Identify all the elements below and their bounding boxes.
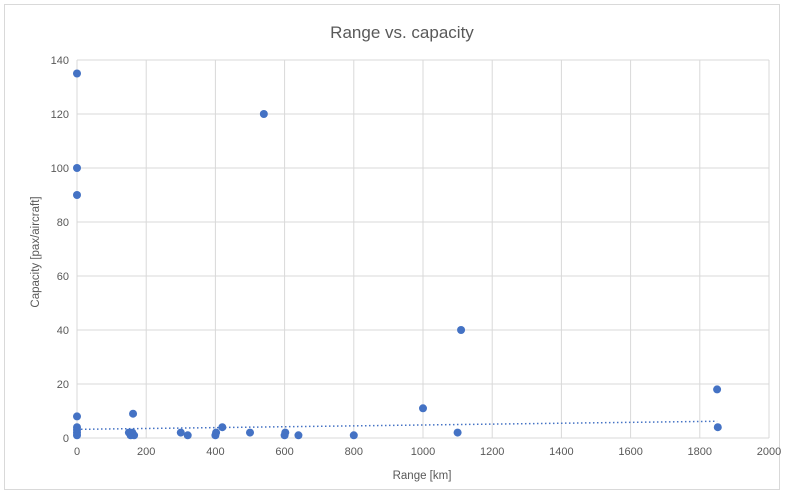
data-point xyxy=(713,423,722,432)
scatter-chart: Range vs. capacity 0 20 40 60 80 100 120 140 0 2… xyxy=(30,23,781,482)
data-point xyxy=(259,110,268,118)
y-tick-label: 100 xyxy=(51,163,69,175)
data-point xyxy=(73,69,81,78)
data-point xyxy=(453,428,462,437)
data-point xyxy=(183,431,192,440)
y-tick-label: 60 xyxy=(57,271,69,283)
chart-frame: Range vs. capacity 0 20 40 60 80 100 120 140 0 2… xyxy=(4,4,781,490)
gridlines xyxy=(76,59,770,439)
data-point xyxy=(212,428,221,437)
y-axis-title: Capacity [pax/aircraft] xyxy=(30,196,42,307)
x-tick-label: 400 xyxy=(206,446,224,458)
y-tick-label: 140 xyxy=(51,55,69,67)
x-tick-label: 1200 xyxy=(480,446,504,458)
data-point xyxy=(73,412,81,421)
data-point xyxy=(73,191,81,199)
data-point xyxy=(294,431,303,440)
data-point xyxy=(349,431,358,440)
data-point xyxy=(73,164,81,172)
data-point xyxy=(176,428,185,437)
data-points xyxy=(73,69,722,440)
y-tick-label: 120 xyxy=(51,109,69,121)
data-point xyxy=(419,404,427,413)
data-point xyxy=(713,385,722,394)
x-tick-label: 1600 xyxy=(618,446,642,458)
x-tick-label: 600 xyxy=(275,446,293,458)
data-point xyxy=(73,431,81,440)
x-tick-label: 1800 xyxy=(688,446,712,458)
x-tick-label: 2000 xyxy=(757,446,781,458)
data-point xyxy=(130,431,139,440)
data-point xyxy=(457,326,466,334)
y-tick-label: 0 xyxy=(63,433,69,445)
y-tick-label: 20 xyxy=(57,379,69,391)
trendline-layer xyxy=(76,420,718,431)
trendline xyxy=(76,420,718,431)
y-tick-labels: 0 20 40 60 80 100 120 140 xyxy=(51,55,69,445)
data-point xyxy=(129,409,138,418)
x-tick-label: 1000 xyxy=(411,446,435,458)
x-tick-labels: 0 200 400 600 800 1000 1200 1400 1600 1800 2000 xyxy=(74,446,781,458)
y-tick-label: 80 xyxy=(57,217,69,229)
data-point xyxy=(281,428,290,437)
data-point xyxy=(246,428,254,437)
x-tick-label: 0 xyxy=(74,446,80,458)
data-point xyxy=(218,423,227,432)
x-tick-label: 1400 xyxy=(549,446,573,458)
x-tick-label: 200 xyxy=(137,446,155,458)
chart-title: Range vs. capacity xyxy=(330,23,474,42)
x-axis-title: Range [km] xyxy=(393,470,452,482)
y-tick-label: 40 xyxy=(57,325,69,337)
x-tick-label: 800 xyxy=(345,446,363,458)
